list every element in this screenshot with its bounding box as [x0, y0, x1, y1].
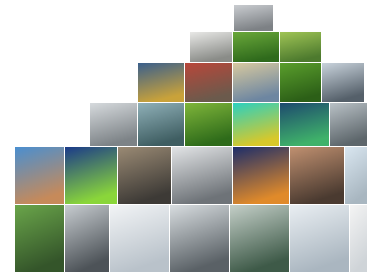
photo-tile: [185, 103, 232, 146]
photo-tile: [290, 205, 349, 272]
photo-tile: [234, 5, 273, 31]
photo-tile: [280, 103, 329, 146]
photo-tile: [230, 205, 289, 272]
photo-tile: [233, 63, 279, 102]
photo-tile: [280, 32, 321, 62]
photo-tile: [190, 32, 232, 62]
photo-tile: [172, 147, 232, 204]
photo-tile: [330, 103, 367, 146]
page: {} (() => { const data = JSON.parse(docu…: [0, 0, 368, 273]
photo-tile: [118, 147, 171, 204]
photo-tile: [280, 63, 321, 102]
photo-tile: [322, 63, 364, 102]
photo-tile: [15, 205, 64, 272]
photo-tile: [138, 103, 184, 146]
photo-tile: [65, 205, 109, 272]
photo-tile: [345, 147, 367, 204]
photo-tile: [138, 63, 184, 102]
photo-tile: [350, 205, 367, 272]
photo-tile: [185, 63, 232, 102]
photo-tile: [233, 147, 289, 204]
photo-tile: [15, 147, 64, 204]
photo-tile: [233, 32, 279, 62]
photo-tile: [290, 147, 344, 204]
photo-tile: [90, 103, 137, 146]
photo-tile: [170, 205, 229, 272]
photo-tile: [65, 147, 117, 204]
photo-tile: [233, 103, 279, 146]
photo-tile: [110, 205, 169, 272]
photo-mosaic: [0, 0, 368, 273]
